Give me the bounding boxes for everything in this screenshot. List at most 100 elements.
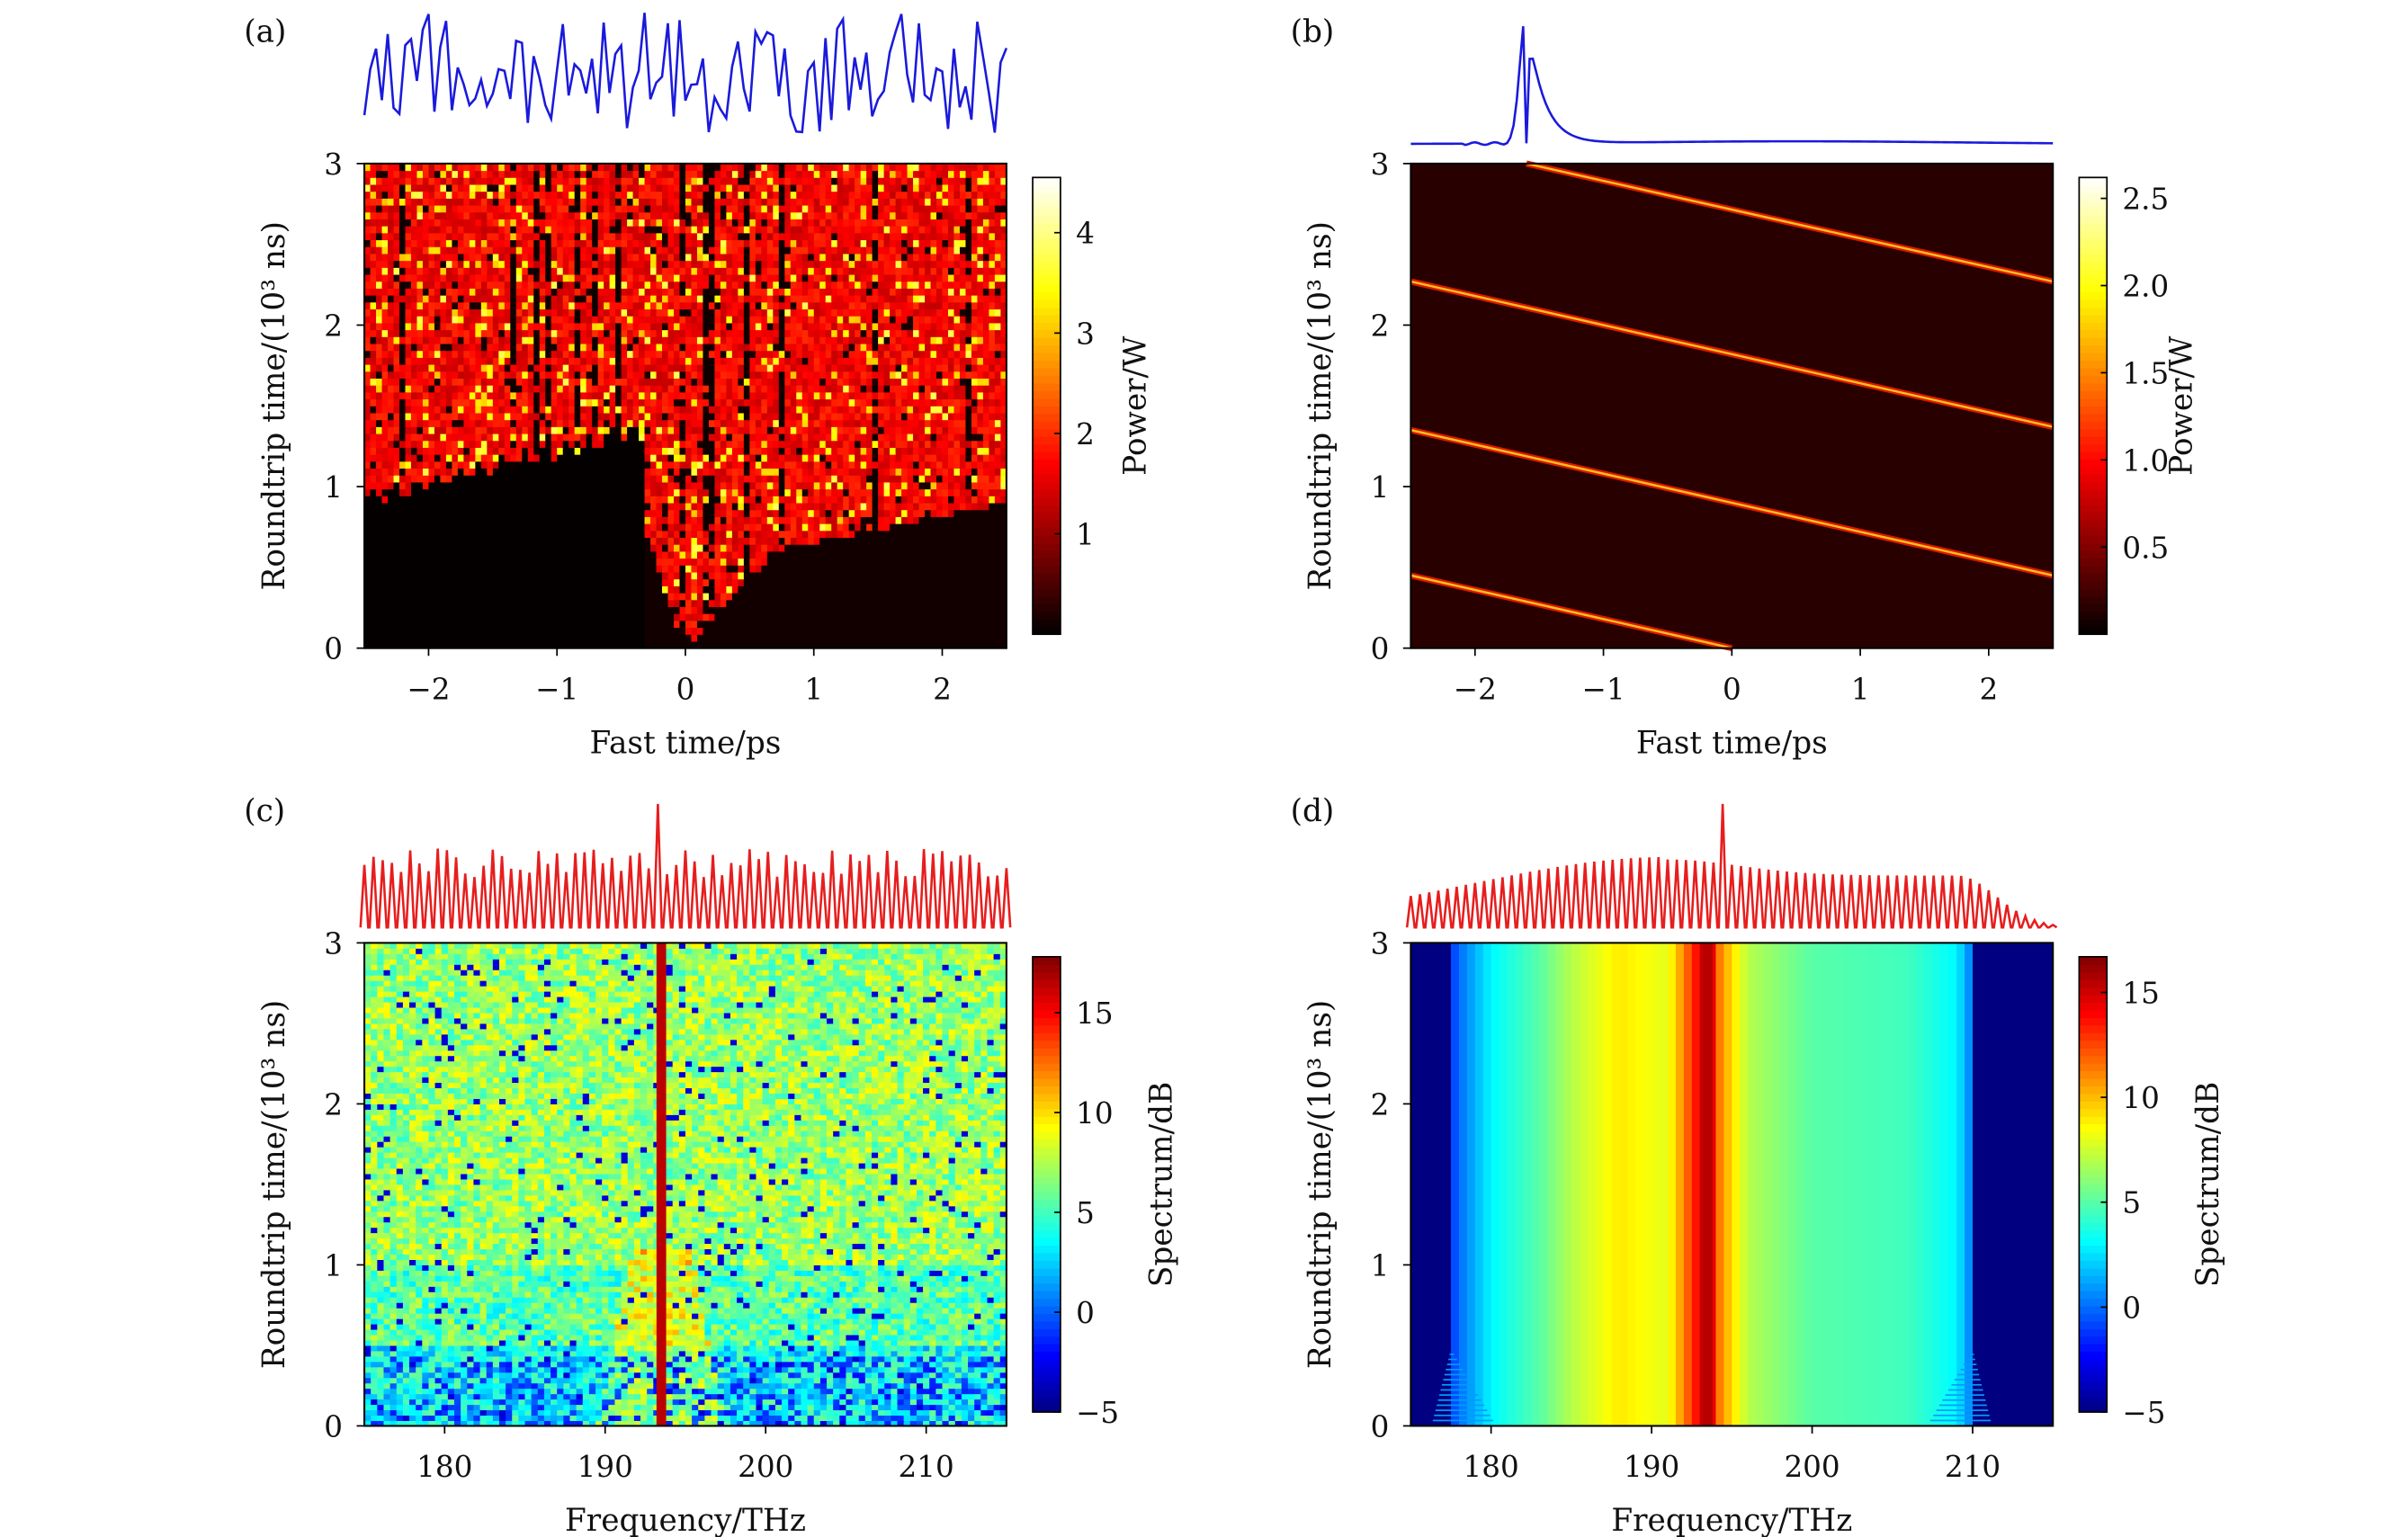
- heatmap-cell: [586, 634, 593, 642]
- heatmap-cell: [533, 606, 541, 614]
- heatmap-cell: [381, 350, 389, 358]
- heatmap-cell: [1000, 357, 1007, 365]
- heatmap-cell: [860, 460, 867, 469]
- heatmap-cell: [662, 544, 669, 552]
- heatmap-cell: [410, 565, 417, 573]
- heatmap-cell: [422, 391, 429, 400]
- heatmap-cell: [925, 454, 932, 462]
- heatmap-cell: [615, 350, 622, 358]
- heatmap-cell: [831, 447, 838, 455]
- heatmap-cell: [487, 433, 494, 442]
- heatmap-cell: [755, 378, 762, 386]
- heatmap-cell: [843, 378, 850, 386]
- heatmap-cell: [784, 516, 792, 524]
- heatmap-cell: [843, 537, 850, 545]
- heatmap-cell: [662, 475, 669, 483]
- heatmap-cell: [843, 585, 850, 594]
- heatmap-cell: [422, 530, 429, 539]
- heatmap-cell: [913, 440, 920, 448]
- heatmap-cell: [947, 516, 954, 524]
- heatmap-cell: [545, 481, 552, 490]
- heatmap-cell: [551, 391, 558, 400]
- heatmap-cell: [965, 550, 972, 559]
- heatmap-cell: [989, 378, 996, 386]
- heatmap-cell: [801, 550, 809, 559]
- heatmap-cell: [545, 627, 552, 635]
- heatmap-cell: [416, 496, 424, 504]
- heatmap-cell: [405, 468, 412, 476]
- heatmap-cell: [469, 460, 476, 469]
- heatmap-cell: [562, 516, 569, 524]
- heatmap-cell: [667, 627, 675, 635]
- heatmap-cell: [679, 371, 686, 379]
- heatmap-cell: [609, 481, 616, 490]
- heatmap-cell: [860, 468, 867, 476]
- heatmap-cell: [469, 640, 476, 649]
- heatmap-cell: [890, 412, 897, 421]
- heatmap-cell: [959, 378, 966, 386]
- heatmap-cell: [925, 599, 932, 607]
- heatmap-cell: [609, 398, 616, 407]
- heatmap-cell: [445, 460, 452, 469]
- heatmap-cell: [790, 350, 797, 358]
- heatmap-cell: [627, 571, 634, 580]
- heatmap-cell: [615, 516, 622, 524]
- heatmap-cell: [604, 447, 611, 455]
- heatmap-cell: [592, 426, 599, 434]
- heatmap-cell: [457, 516, 464, 524]
- heatmap-cell: [714, 530, 721, 539]
- heatmap-cell: [405, 378, 412, 386]
- heatmap-cell: [480, 433, 488, 442]
- heatmap-cell: [463, 426, 470, 434]
- heatmap-cell: [703, 447, 710, 455]
- heatmap-cell: [388, 378, 395, 386]
- heatmap-cell: [422, 447, 429, 455]
- heatmap-cell: [475, 585, 482, 594]
- heatmap-cell: [428, 585, 435, 594]
- heatmap-cell: [586, 613, 593, 621]
- heatmap-cell: [463, 571, 470, 580]
- heatmap-cell: [942, 336, 949, 344]
- heatmap-cell: [452, 488, 459, 496]
- heatmap-cell: [883, 593, 891, 601]
- heatmap-cell: [837, 593, 844, 601]
- heatmap-cell: [533, 344, 541, 352]
- heatmap-cell: [749, 496, 756, 504]
- heatmap-cell: [866, 571, 873, 580]
- heatmap-cell: [738, 620, 745, 629]
- heatmap-cell: [872, 454, 879, 462]
- heatmap-cell: [434, 516, 441, 524]
- heatmap-cell: [422, 336, 429, 344]
- heatmap-cell: [907, 391, 914, 400]
- heatmap-cell: [843, 523, 850, 532]
- heatmap-cell: [947, 571, 954, 580]
- heatmap-cell: [515, 571, 523, 580]
- heatmap-cell: [434, 468, 441, 476]
- heatmap-cell: [819, 627, 827, 635]
- heatmap-cell: [925, 516, 932, 524]
- heatmap-cell: [650, 550, 658, 559]
- heatmap-cell: [801, 503, 809, 511]
- heatmap-cell: [755, 509, 762, 517]
- heatmap-cell: [381, 585, 389, 594]
- heatmap-cell: [679, 599, 686, 607]
- heatmap-cell: [860, 537, 867, 545]
- heatmap-cell: [872, 344, 879, 352]
- heatmap-cell: [673, 385, 680, 393]
- heatmap-cell: [1000, 364, 1007, 372]
- heatmap-cell: [773, 578, 780, 586]
- heatmap-cell: [808, 468, 815, 476]
- heatmap-cell: [416, 516, 424, 524]
- heatmap-cell: [977, 419, 984, 427]
- heatmap-cell: [947, 344, 954, 352]
- heatmap-cell: [533, 530, 541, 539]
- heatmap-cell: [925, 509, 932, 517]
- heatmap-cell: [644, 606, 651, 614]
- heatmap-cell: [790, 550, 797, 559]
- heatmap-cell: [819, 496, 827, 504]
- heatmap-cell: [504, 599, 511, 607]
- heatmap-cell: [428, 391, 435, 400]
- heatmap-cell: [731, 558, 739, 566]
- heatmap-cell: [551, 634, 558, 642]
- heatmap-cell: [364, 371, 371, 379]
